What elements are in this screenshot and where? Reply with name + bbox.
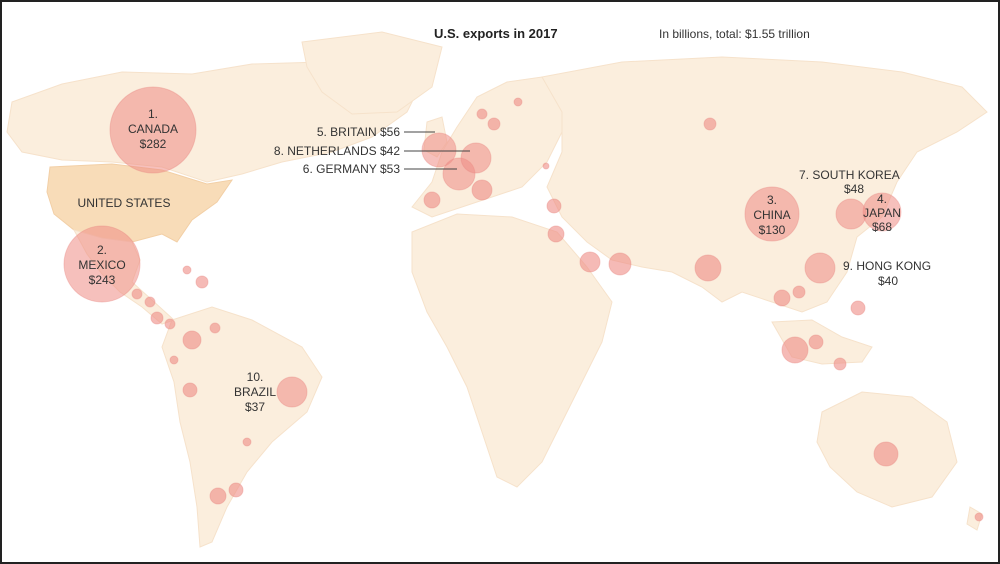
small-bubble: [608, 252, 632, 276]
label-germany: 6. GERMANY $53: [303, 162, 401, 176]
label-britain: 5. BRITAIN $56: [317, 125, 401, 139]
small-bubble: [694, 254, 722, 282]
germany-rank: 6.: [303, 162, 313, 176]
label-japan: 4. JAPAN $68: [863, 192, 901, 234]
japan-name: JAPAN: [863, 206, 901, 220]
small-bubble: [144, 296, 156, 308]
small-bubble: [209, 487, 227, 505]
hong-kong-line1: 9. HONG KONG: [843, 259, 931, 273]
leader-lines: [404, 131, 470, 170]
small-bubble: [546, 198, 562, 214]
land-south-america: [161, 306, 323, 548]
mexico-name: MEXICO: [78, 258, 125, 272]
bubble-britain: [421, 132, 457, 168]
small-bubble: [476, 108, 488, 120]
mexico-rank: 2.: [97, 243, 107, 257]
small-bubble: [242, 437, 252, 447]
bubble-mexico: [63, 225, 141, 303]
small-bubble: [833, 357, 847, 371]
china-name: CHINA: [753, 208, 790, 222]
land-new-zealand: [966, 506, 983, 531]
land-africa: [411, 213, 613, 488]
small-bubble: [974, 512, 984, 522]
label-brazil: 10. BRAZIL $37: [234, 370, 276, 414]
germany-value: $53: [380, 162, 400, 176]
small-bubble: [773, 289, 791, 307]
small-bubble: [542, 162, 550, 170]
small-bubble: [182, 265, 192, 275]
small-bubble: [792, 285, 806, 299]
small-bubble: [182, 382, 198, 398]
label-united-states: UNITED STATES: [78, 196, 171, 210]
label-mexico: 2. MEXICO $243: [78, 243, 125, 287]
small-bubble: [131, 288, 143, 300]
label-netherlands: 8. NETHERLANDS $42: [274, 144, 400, 158]
small-bubble: [471, 179, 493, 201]
britain-name: BRITAIN: [330, 125, 376, 139]
south-korea-value: $48: [844, 182, 864, 196]
small-bubble: [164, 318, 176, 330]
label-china: 3. CHINA $130: [753, 193, 790, 237]
netherlands-value: $42: [380, 144, 400, 158]
canada-rank: 1.: [148, 107, 158, 121]
canada-value: $282: [140, 137, 167, 151]
small-bubble: [423, 191, 441, 209]
small-bubble: [579, 251, 601, 273]
small-bubble: [547, 225, 565, 243]
japan-rank: 4.: [877, 192, 887, 206]
map-subtitle: In billions, total: $1.55 trillion: [659, 27, 810, 41]
small-bubble: [195, 275, 209, 289]
land-asia: [541, 56, 988, 313]
ranked-bubbles: [63, 86, 902, 408]
small-bubbles: [131, 97, 984, 522]
small-bubble: [781, 336, 809, 364]
land-greenland: [301, 31, 443, 115]
label-south-korea: 7. SOUTH KOREA $48: [799, 168, 900, 196]
brazil-name: BRAZIL: [234, 385, 276, 399]
hong-kong-rank: 9.: [843, 259, 853, 273]
netherlands-name: NETHERLANDS: [287, 144, 376, 158]
land-united-states: [46, 163, 234, 243]
mexico-value: $243: [89, 273, 116, 287]
bubble-netherlands: [460, 142, 492, 174]
britain-rank: 5.: [317, 125, 327, 139]
small-bubble: [228, 482, 244, 498]
canada-name: CANADA: [128, 122, 178, 136]
bubble-china: [744, 186, 800, 242]
south-korea-name: SOUTH KOREA: [812, 168, 899, 182]
britain-value: $56: [380, 125, 400, 139]
small-bubble: [209, 322, 221, 334]
small-bubble: [850, 300, 866, 316]
small-bubble: [150, 311, 164, 325]
south-korea-line1: 7. SOUTH KOREA: [799, 168, 900, 182]
japan-value: $68: [872, 220, 892, 234]
label-hong-kong: 9. HONG KONG $40: [843, 259, 931, 288]
hong-kong-name: HONG KONG: [856, 259, 931, 273]
land-north-america: [6, 61, 423, 183]
south-korea-rank: 7.: [799, 168, 809, 182]
bubble-brazil: [276, 376, 308, 408]
small-bubble: [703, 117, 717, 131]
hong-kong-value: $40: [878, 274, 898, 288]
small-bubble: [182, 330, 202, 350]
small-bubble: [169, 355, 179, 365]
small-bubble: [487, 117, 501, 131]
label-canada: 1. CANADA $282: [128, 107, 178, 151]
bubble-south-korea: [835, 198, 867, 230]
china-value: $130: [759, 223, 786, 237]
netherlands-rank: 8.: [274, 144, 284, 158]
china-rank: 3.: [767, 193, 777, 207]
small-bubble: [513, 97, 523, 107]
small-bubble: [873, 441, 899, 467]
bubble-hong-kong: [804, 252, 836, 284]
map-title: U.S. exports in 2017: [434, 26, 558, 41]
small-bubble: [808, 334, 824, 350]
brazil-value: $37: [245, 400, 265, 414]
brazil-rank: 10.: [247, 370, 264, 384]
germany-name: GERMANY: [316, 162, 377, 176]
bubble-canada: [109, 86, 197, 174]
